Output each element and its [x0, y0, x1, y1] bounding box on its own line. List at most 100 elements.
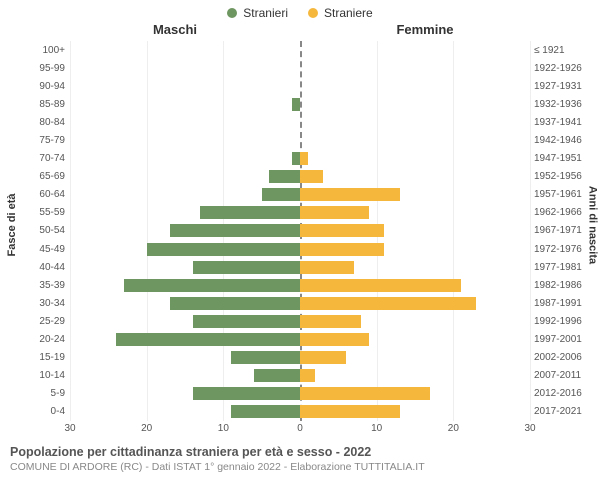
table-row: 30-341987-1991 [70, 294, 530, 312]
table-row: 10-142007-2011 [70, 367, 530, 385]
x-axis: 3020100102030 [70, 421, 530, 439]
table-row: 65-691952-1956 [70, 168, 530, 186]
chart-footer: Popolazione per cittadinanza straniera p… [0, 439, 600, 473]
table-row: 70-741947-1951 [70, 150, 530, 168]
legend: Stranieri Straniere [0, 0, 600, 20]
age-label: 90-94 [25, 81, 65, 92]
bar-female [300, 261, 354, 274]
bar-female [300, 369, 315, 382]
bar-female [300, 405, 400, 418]
table-row: 90-941927-1931 [70, 77, 530, 95]
table-row: 55-591962-1966 [70, 204, 530, 222]
table-row: 95-991922-1926 [70, 59, 530, 77]
footer-title: Popolazione per cittadinanza straniera p… [10, 445, 590, 459]
bar-male [193, 261, 300, 274]
age-label: 65-69 [25, 171, 65, 182]
age-label: 60-64 [25, 189, 65, 200]
table-row: 20-241997-2001 [70, 331, 530, 349]
x-tick-label: 10 [371, 423, 382, 434]
bar-male [170, 297, 300, 310]
legend-item-female: Straniere [308, 6, 373, 20]
birth-year-label: 2012-2016 [534, 388, 584, 399]
x-tick-label: 10 [218, 423, 229, 434]
table-row: 15-192002-2006 [70, 349, 530, 367]
bar-female [300, 279, 461, 292]
bar-female [300, 188, 400, 201]
x-tick-label: 30 [524, 423, 535, 434]
table-row: 40-441977-1981 [70, 258, 530, 276]
bar-female [300, 333, 369, 346]
birth-year-label: 1962-1966 [534, 207, 584, 218]
population-pyramid-chart: Stranieri Straniere Maschi Femmine Fasce… [0, 0, 600, 500]
birth-year-label: 1937-1941 [534, 117, 584, 128]
birth-year-label: 1952-1956 [534, 171, 584, 182]
bar-male [269, 170, 300, 183]
bar-female [300, 224, 384, 237]
age-label: 25-29 [25, 316, 65, 327]
table-row: 80-841937-1941 [70, 113, 530, 131]
birth-year-label: 1977-1981 [534, 262, 584, 273]
age-label: 80-84 [25, 117, 65, 128]
y-axis-title-right: Anni di nascita [586, 186, 598, 264]
bar-male [147, 243, 300, 256]
age-label: 50-54 [25, 225, 65, 236]
bar-male [193, 387, 300, 400]
age-label: 100+ [25, 45, 65, 56]
bar-female [300, 152, 308, 165]
x-tick-label: 20 [141, 423, 152, 434]
table-row: 5-92012-2016 [70, 385, 530, 403]
age-label: 30-34 [25, 298, 65, 309]
bar-male [193, 315, 300, 328]
table-row: 85-891932-1936 [70, 95, 530, 113]
bar-female [300, 243, 384, 256]
bar-rows: 100+≤ 192195-991922-192690-941927-193185… [70, 41, 530, 421]
age-label: 95-99 [25, 63, 65, 74]
x-tick-label: 30 [64, 423, 75, 434]
x-tick-label: 20 [448, 423, 459, 434]
bar-male [231, 405, 300, 418]
birth-year-label: 1967-1971 [534, 225, 584, 236]
bar-male [116, 333, 300, 346]
bar-female [300, 170, 323, 183]
birth-year-label: 1957-1961 [534, 189, 584, 200]
table-row: 45-491972-1976 [70, 240, 530, 258]
gridline [530, 41, 531, 421]
swatch-icon [308, 8, 318, 18]
bar-female [300, 387, 430, 400]
bar-female [300, 351, 346, 364]
age-label: 10-14 [25, 370, 65, 381]
bar-female [300, 315, 361, 328]
age-label: 35-39 [25, 280, 65, 291]
age-label: 70-74 [25, 153, 65, 164]
table-row: 50-541967-1971 [70, 222, 530, 240]
bar-male [292, 152, 300, 165]
plot-area: 100+≤ 192195-991922-192690-941927-193185… [70, 41, 530, 421]
birth-year-label: 1997-2001 [534, 334, 584, 345]
bar-male [231, 351, 300, 364]
birth-year-label: 1972-1976 [534, 244, 584, 255]
table-row: 100+≤ 1921 [70, 41, 530, 59]
birth-year-label: 1982-1986 [534, 280, 584, 291]
birth-year-label: 2017-2021 [534, 406, 584, 417]
bar-male [262, 188, 300, 201]
age-label: 5-9 [25, 388, 65, 399]
legend-item-male: Stranieri [227, 6, 288, 20]
table-row: 35-391982-1986 [70, 276, 530, 294]
birth-year-label: 1927-1931 [534, 81, 584, 92]
birth-year-label: 2007-2011 [534, 370, 584, 381]
table-row: 25-291992-1996 [70, 312, 530, 330]
birth-year-label: 1947-1951 [534, 153, 584, 164]
header-female: Femmine [300, 22, 600, 37]
header-male: Maschi [0, 22, 300, 37]
bar-male [254, 369, 300, 382]
birth-year-label: 1987-1991 [534, 298, 584, 309]
bar-male [124, 279, 300, 292]
age-label: 85-89 [25, 99, 65, 110]
bar-male [200, 206, 300, 219]
bar-male [170, 224, 300, 237]
age-label: 20-24 [25, 334, 65, 345]
y-axis-title-left: Fasce di età [6, 194, 18, 257]
legend-label: Straniere [324, 6, 373, 20]
age-label: 75-79 [25, 135, 65, 146]
legend-label: Stranieri [243, 6, 288, 20]
